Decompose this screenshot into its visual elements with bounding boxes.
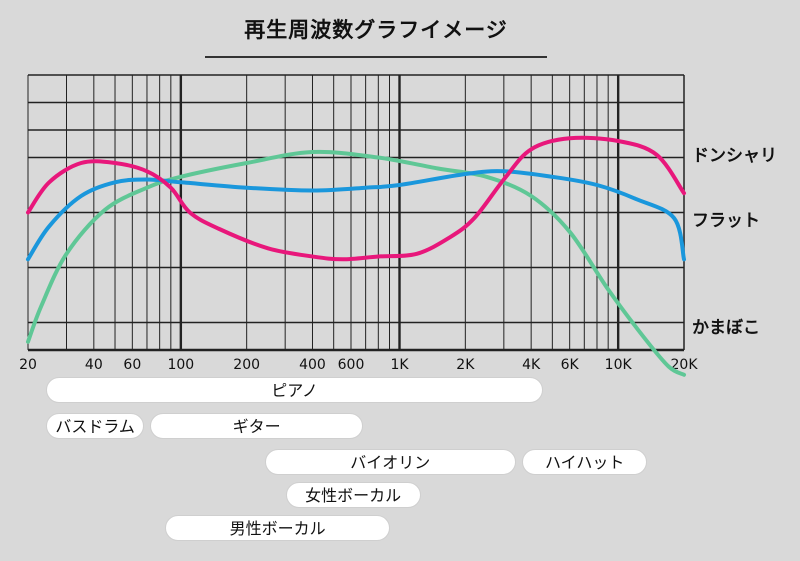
instrument-pill-hi-hat: ハイハット	[521, 449, 648, 475]
x-tick-label: 4K	[522, 357, 541, 373]
instrument-pill-piano: ピアノ	[46, 377, 544, 403]
instrument-pill-violin: バイオリン	[264, 449, 516, 475]
series-line-donshari	[26, 135, 686, 262]
x-tick-label: 400	[299, 357, 326, 373]
chart-title: 再生周波数グラフイメージ	[244, 18, 508, 42]
instrument-pill-female-vocal: 女性ボーカル	[285, 482, 421, 508]
series-line-kamaboko	[26, 149, 686, 377]
instrument-pill-bass-drum: バスドラム	[46, 413, 145, 439]
x-tick-label: 20K	[671, 357, 699, 373]
x-tick-label: 10K	[605, 357, 633, 373]
x-tick-label: 2K	[456, 357, 475, 373]
x-tick-label: 600	[338, 357, 365, 373]
instrument-pill-guitar: ギター	[150, 413, 363, 439]
series-label-flat: フラット	[692, 211, 760, 231]
x-tick-label: 100	[167, 357, 194, 373]
x-tick-label: 200	[233, 357, 260, 373]
title-underline	[205, 56, 547, 58]
instrument-pill-male-vocal: 男性ボーカル	[164, 515, 391, 541]
series-label-donshari: ドンシャリ	[692, 146, 777, 166]
x-tick-label: 60	[123, 357, 141, 373]
x-tick-label: 40	[85, 357, 103, 373]
x-tick-label: 1K	[390, 357, 409, 373]
series-line-flat	[26, 169, 686, 262]
x-tick-label: 6K	[561, 357, 580, 373]
series-label-kamaboko: かまぼこ	[692, 318, 760, 338]
x-tick-label: 20	[19, 357, 37, 373]
